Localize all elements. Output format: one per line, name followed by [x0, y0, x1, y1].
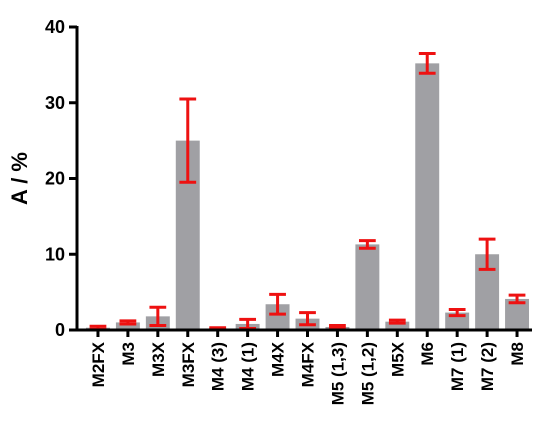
error-bar [119, 319, 137, 326]
bar [475, 254, 500, 330]
bar [175, 140, 200, 330]
x-tick-label: M5 (1,2) [358, 342, 377, 405]
x-tick-label: M2FX [89, 341, 108, 387]
error-bar [329, 323, 346, 330]
error-bar [478, 237, 496, 271]
bar [385, 321, 410, 330]
bars [85, 63, 530, 331]
x-tick-label: M5X [388, 341, 407, 377]
x-tick-label: M4 (3) [209, 342, 228, 391]
bar [115, 322, 140, 330]
x-tick-label: M4 (1) [239, 342, 258, 391]
error-bar [299, 311, 316, 327]
error-bars [89, 52, 526, 331]
bar [505, 298, 530, 330]
x-tick-label: M5 (1,3) [328, 342, 347, 405]
bar [265, 304, 290, 330]
error-bar [149, 305, 167, 327]
x-tick-label: M7 (1) [448, 342, 467, 391]
x-tick-label: M4X [269, 341, 288, 377]
y-tick-label: 30 [45, 93, 65, 113]
y-axis-title: A / % [7, 152, 32, 205]
x-tick-label: M7 (2) [478, 342, 497, 391]
x-tick-label: M3X [149, 341, 168, 377]
error-bar [269, 292, 286, 316]
error-bar [239, 317, 257, 330]
x-axis-labels: M2FX M3 M3X M3FX M4 (3) M4 (1) M4X M4FX M5 (1,3)… [89, 330, 527, 405]
error-bar [508, 293, 526, 305]
y-tick-label: 10 [45, 244, 65, 264]
error-bar [358, 239, 376, 250]
y-tick-label: 0 [55, 320, 65, 340]
x-tick-label: M3 [119, 342, 138, 366]
x-tick-label: M3FX [179, 341, 198, 387]
error-bar [388, 318, 406, 325]
x-tick-label: M4FX [299, 341, 318, 387]
error-bar [179, 97, 197, 184]
x-tick-label: M8 [508, 342, 527, 366]
bar [355, 244, 380, 330]
y-tick-label: 40 [45, 17, 65, 37]
bar [415, 63, 440, 331]
error-bar [448, 308, 466, 318]
y-axis-ticks: 0 10 20 30 40 [45, 17, 77, 340]
y-tick-label: 20 [45, 169, 65, 189]
error-bar [418, 52, 436, 75]
x-tick-label: M6 [418, 342, 437, 366]
